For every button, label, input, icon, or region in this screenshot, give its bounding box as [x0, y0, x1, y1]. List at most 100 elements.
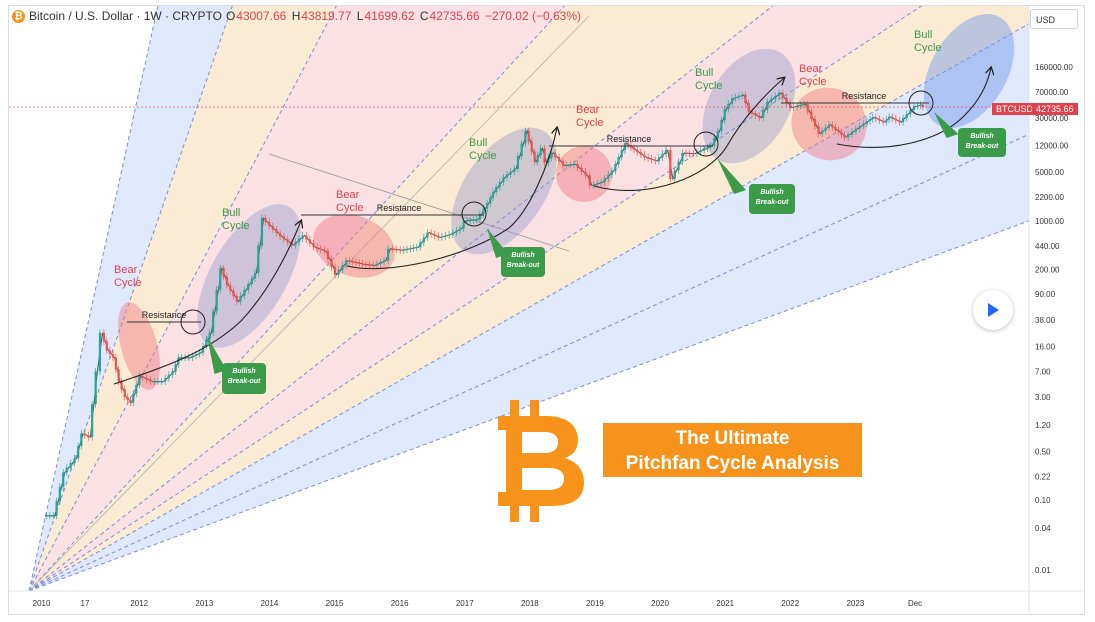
candle-body [661, 153, 664, 158]
candle-body [415, 247, 418, 249]
y-axis-background [1029, 6, 1084, 614]
candle-body [810, 111, 813, 119]
candle-body [440, 236, 444, 238]
callout-line-1: Bullish [970, 133, 994, 140]
candle-body [530, 141, 533, 152]
close-value: 42735.66 [429, 9, 480, 23]
candle-body [692, 153, 695, 155]
candle-body [391, 248, 394, 250]
cycle-label-line1: Bull [469, 137, 487, 149]
candle-body [486, 203, 489, 209]
candle-body [91, 404, 94, 438]
candle-body [458, 228, 462, 231]
candle-body [554, 152, 557, 158]
candle-body [898, 120, 901, 123]
breakout-callout-4: Bullish Break-out [958, 128, 1006, 157]
candle-body [475, 219, 478, 221]
candle-body [208, 332, 211, 340]
candle-body [831, 124, 834, 128]
candle-body [253, 272, 257, 279]
median-line [28, 15, 590, 591]
candle-body [817, 126, 820, 134]
candle-body [455, 230, 458, 233]
candle-body [312, 243, 315, 248]
candle-body [108, 350, 111, 355]
cycle-label-line2: Cycle [799, 76, 827, 88]
candle-body [550, 152, 553, 158]
candle-body [257, 245, 260, 273]
candle-body [337, 269, 340, 275]
symbol-title[interactable]: Bitcoin / U.S. Dollar · 1W · CRYPTO [29, 9, 222, 23]
candle-body [437, 235, 440, 238]
candle-body [358, 262, 361, 264]
candle-body [796, 105, 799, 107]
candle-body [250, 278, 253, 284]
candle-body [762, 109, 765, 118]
candle-body [462, 220, 465, 229]
candle-body [834, 127, 837, 130]
candle-body [264, 218, 267, 222]
candle-body [268, 221, 271, 226]
candle-body [372, 265, 375, 267]
candle-body [858, 126, 861, 129]
candle-body [854, 128, 858, 132]
candle-body [777, 93, 781, 96]
resistance-label: Resistance [377, 203, 422, 213]
candle-body [766, 101, 769, 110]
candle-body [469, 220, 472, 222]
candle-body [874, 117, 877, 119]
candle-body [891, 116, 894, 119]
candle-body [561, 161, 565, 166]
candle-body [62, 472, 65, 487]
candle-body [271, 225, 274, 230]
open-value: 43007.66 [236, 9, 287, 23]
low-label: L [356, 9, 364, 23]
fan-ray [28, 23, 1029, 591]
candle-body [198, 352, 201, 355]
high-label: H [291, 9, 301, 23]
candle-body [865, 121, 869, 124]
play-button[interactable] [973, 290, 1013, 330]
x-tick-label: 2013 [195, 599, 213, 608]
candle-body [368, 264, 371, 266]
cycle-ellipse [451, 127, 557, 255]
candle-body [45, 515, 48, 517]
cycle-label-line1: Bear [576, 104, 600, 116]
chart-plot[interactable]: Resistance Resistance Resistance Resistance… [9, 6, 1084, 614]
fan-zone [29, 6, 1029, 591]
candle-body [813, 118, 817, 127]
candle-body [716, 130, 719, 139]
x-tick-label: 2014 [261, 599, 279, 608]
candle-body [52, 515, 55, 517]
candle-body [843, 134, 846, 138]
callout-pointer [934, 112, 959, 138]
cycle-ellipse [197, 204, 301, 348]
candle-body [141, 376, 144, 378]
candle-body [132, 393, 135, 403]
candle-body [301, 235, 304, 239]
y-tick-label: 200.00 [1035, 266, 1060, 275]
candle-body [643, 154, 646, 158]
candle-body [433, 234, 436, 236]
candle-body [536, 155, 539, 162]
candle-body [636, 149, 639, 153]
x-tick-label: 2022 [781, 599, 799, 608]
candle-body [215, 289, 218, 312]
callout-line-1: Bullish [232, 368, 256, 375]
currency-button[interactable]: USD [1030, 9, 1078, 29]
candle-body [94, 371, 97, 405]
candle-body [592, 184, 595, 186]
x-tick-label: 17 [81, 599, 90, 608]
fan-handle-line [268, 153, 570, 252]
candle-body [919, 104, 922, 106]
candle-body [399, 249, 402, 251]
symbol-header: ₿ Bitcoin / U.S. Dollar · 1W · CRYPTO O4… [12, 9, 582, 23]
resistance-label: Resistance [142, 310, 187, 320]
y-tick-label: 160000.00 [1035, 63, 1073, 72]
callout-line-2: Break-out [227, 378, 261, 385]
analysis-banner: The Ultimate Pitchfan Cycle Analysis [603, 423, 862, 477]
candle-body [156, 381, 160, 383]
y-tick-label: 3.00 [1035, 393, 1051, 402]
candle-body [894, 118, 897, 121]
candle-body [297, 238, 301, 242]
